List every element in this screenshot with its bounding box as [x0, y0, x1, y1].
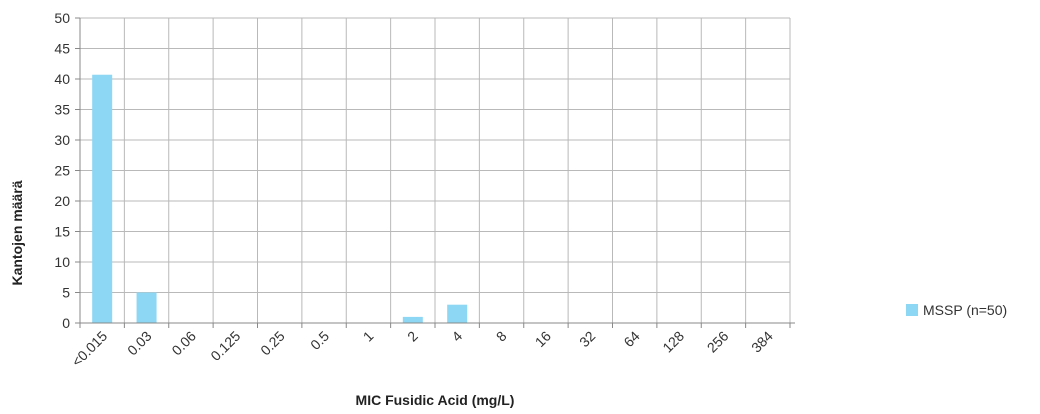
y-tick-label: 40 [54, 71, 70, 87]
legend: MSSP (n=50) [906, 302, 1007, 318]
gridlines [80, 17, 791, 323]
y-tick-label: 20 [54, 193, 70, 209]
y-axis-title: Kantojen määrä [9, 180, 25, 285]
x-tick-label: 0.125 [207, 328, 243, 364]
bar [447, 304, 468, 323]
y-tick-label: 30 [54, 132, 70, 148]
x-tick-label: 4 [448, 328, 465, 345]
axes [75, 17, 795, 328]
x-tick-label: 384 [748, 328, 776, 356]
y-tick-labels: 0 5 10 15 20 25 30 35 40 45 50 [54, 10, 70, 331]
legend-swatch [906, 304, 918, 316]
bars [92, 74, 468, 323]
x-tick-label: 0.03 [124, 328, 155, 359]
x-axis-title: MIC Fusidic Acid (mg/L) [356, 392, 515, 408]
x-tick-label: 0.06 [168, 328, 199, 359]
y-tick-label: 5 [62, 285, 70, 301]
x-tick-label: 128 [659, 328, 687, 356]
x-tick-label: 64 [620, 328, 642, 350]
x-tick-label: <0.015 [68, 328, 110, 370]
x-tick-label: 32 [576, 328, 598, 350]
y-tick-label: 50 [54, 10, 70, 26]
x-tick-label: 0.5 [307, 328, 332, 353]
y-tick-label: 25 [54, 163, 70, 179]
x-tick-label: 1 [360, 328, 377, 345]
x-tick-label: 0.25 [257, 328, 288, 359]
y-tick-label: 0 [62, 315, 70, 331]
bar [402, 316, 423, 323]
y-tick-label: 10 [54, 254, 70, 270]
x-tick-labels: <0.015 0.03 0.06 0.125 0.25 0.5 1 2 4 8 16 32 64 128 2… [68, 328, 776, 370]
x-tick-label: 2 [404, 328, 421, 345]
legend-label: MSSP (n=50) [923, 302, 1007, 318]
y-tick-label: 35 [54, 102, 70, 118]
x-tick-label: 16 [532, 328, 554, 350]
x-tick-label: 8 [493, 328, 510, 345]
y-tick-label: 45 [54, 41, 70, 57]
bar [92, 74, 113, 323]
x-tick-label: 256 [704, 328, 732, 356]
bar [136, 292, 157, 323]
y-tick-label: 15 [54, 224, 70, 240]
